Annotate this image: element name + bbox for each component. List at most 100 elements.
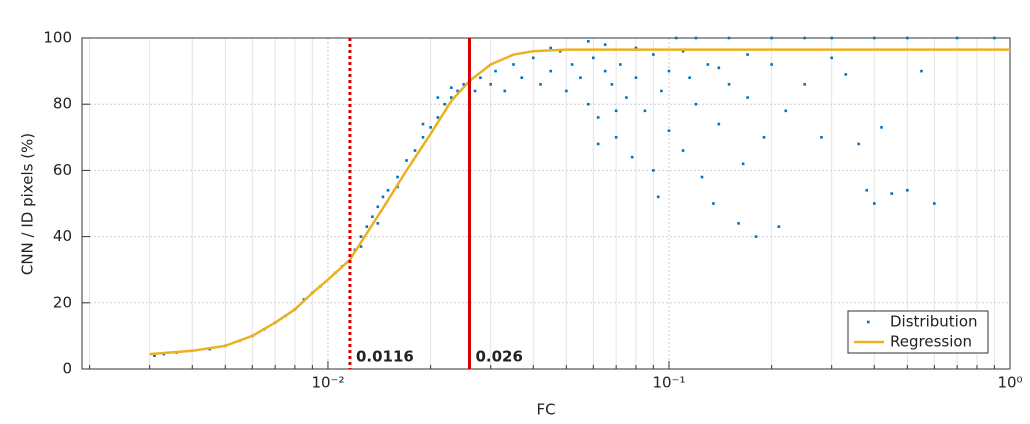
scatter-point: [820, 136, 823, 139]
scatter-point: [717, 122, 721, 126]
scatter-point: [727, 36, 731, 40]
scatter-point: [762, 136, 766, 139]
scatter-point: [489, 83, 492, 86]
plot-frame: [81, 37, 1011, 370]
scatter-point: [993, 36, 996, 40]
scatter-point: [479, 76, 482, 80]
scatter-point: [872, 202, 876, 205]
scatter-point: [376, 205, 380, 209]
y-axis-label: CNN / ID pixels (%): [19, 133, 37, 275]
scatter-point: [587, 102, 590, 106]
scatter-point: [376, 222, 380, 225]
scatter-point: [727, 83, 731, 86]
scatter-point: [614, 109, 618, 113]
scatter-point: [549, 69, 553, 73]
scatter-point: [706, 63, 710, 66]
scatter-point: [872, 36, 876, 40]
scatter-point: [359, 235, 363, 238]
scatter-point: [906, 188, 909, 192]
scatter-point: [503, 89, 507, 93]
scatter-point: [579, 76, 582, 80]
scatter-point: [619, 63, 622, 66]
scatter-point: [933, 202, 936, 205]
scatter-point: [674, 36, 678, 40]
y-tick-label: 60: [53, 161, 72, 179]
scatter-point: [359, 245, 363, 248]
x-tick-label: 10⁰: [997, 374, 1022, 392]
scatter-point: [634, 76, 638, 80]
scatter-point: [520, 76, 524, 80]
scatter-point: [421, 122, 425, 126]
scatter-point: [667, 69, 671, 73]
scatter-point: [857, 142, 860, 146]
scatter-point: [596, 116, 600, 119]
legend-label: Regression: [890, 333, 972, 351]
scatter-point: [450, 96, 453, 99]
scatter-point: [421, 136, 425, 139]
scatter-point: [429, 126, 432, 129]
scatter-point: [436, 116, 440, 119]
scatter-point: [830, 56, 833, 60]
scatter-point: [630, 155, 634, 159]
scatter-point: [610, 83, 614, 86]
scatter-point: [396, 175, 399, 179]
x-tick-label: 10⁻¹: [652, 374, 685, 392]
scatter-point: [539, 83, 542, 86]
scatter-point: [365, 225, 369, 228]
scatter-point: [450, 86, 453, 89]
scatter-point: [512, 63, 515, 66]
x-tick-label: 10⁻²: [311, 374, 344, 392]
scatter-point: [737, 222, 740, 225]
scatter-point: [652, 169, 655, 172]
scatter-point: [456, 89, 459, 93]
legend-marker: [867, 320, 870, 324]
scatter-point: [603, 69, 607, 73]
scatter-point: [681, 49, 685, 53]
scatter-point: [558, 49, 562, 53]
scatter-point: [565, 89, 568, 93]
scatter-point: [596, 142, 600, 146]
scatter-point: [386, 188, 390, 192]
scatter-point: [656, 195, 660, 199]
scatter-point: [405, 159, 408, 162]
scatter-point: [754, 235, 758, 238]
scatter-point: [381, 195, 385, 199]
scatter-point: [614, 136, 618, 139]
scatter-point: [694, 36, 698, 40]
scatter-point: [413, 149, 417, 152]
scatter-point: [803, 36, 806, 40]
scatter-point: [570, 63, 574, 66]
scatter-point: [844, 73, 848, 76]
y-tick-label: 100: [43, 29, 72, 47]
scatter-point: [603, 43, 607, 46]
threshold-label: 0.0116: [356, 348, 414, 366]
scatter-point: [906, 36, 909, 40]
scatter-point: [694, 102, 698, 106]
scatter-point: [777, 225, 781, 228]
scatter-point: [652, 53, 655, 56]
y-tick-label: 80: [53, 95, 72, 113]
scatter-point: [890, 192, 894, 195]
scatter-point: [770, 36, 773, 40]
scatter-point: [746, 53, 749, 56]
y-tick-label: 0: [62, 360, 72, 378]
scatter-point: [688, 76, 691, 80]
scatter-point: [681, 149, 685, 152]
scatter-point: [494, 69, 497, 73]
y-tick-label: 40: [53, 227, 72, 245]
regression-line: [149, 48, 1010, 356]
scatter-point: [746, 96, 749, 99]
scatter-point: [643, 109, 647, 113]
scatter-point: [700, 175, 704, 179]
scatter-point: [712, 202, 715, 205]
scatter-point: [741, 162, 745, 166]
scatter-point: [592, 56, 595, 60]
scatter-point: [770, 63, 773, 66]
scatter-point: [667, 129, 671, 132]
scatter-point: [955, 36, 959, 40]
scatter-point: [830, 36, 833, 40]
y-tick-label: 20: [53, 293, 72, 311]
scatter-point: [531, 56, 535, 60]
legend-label: Distribution: [890, 313, 978, 331]
